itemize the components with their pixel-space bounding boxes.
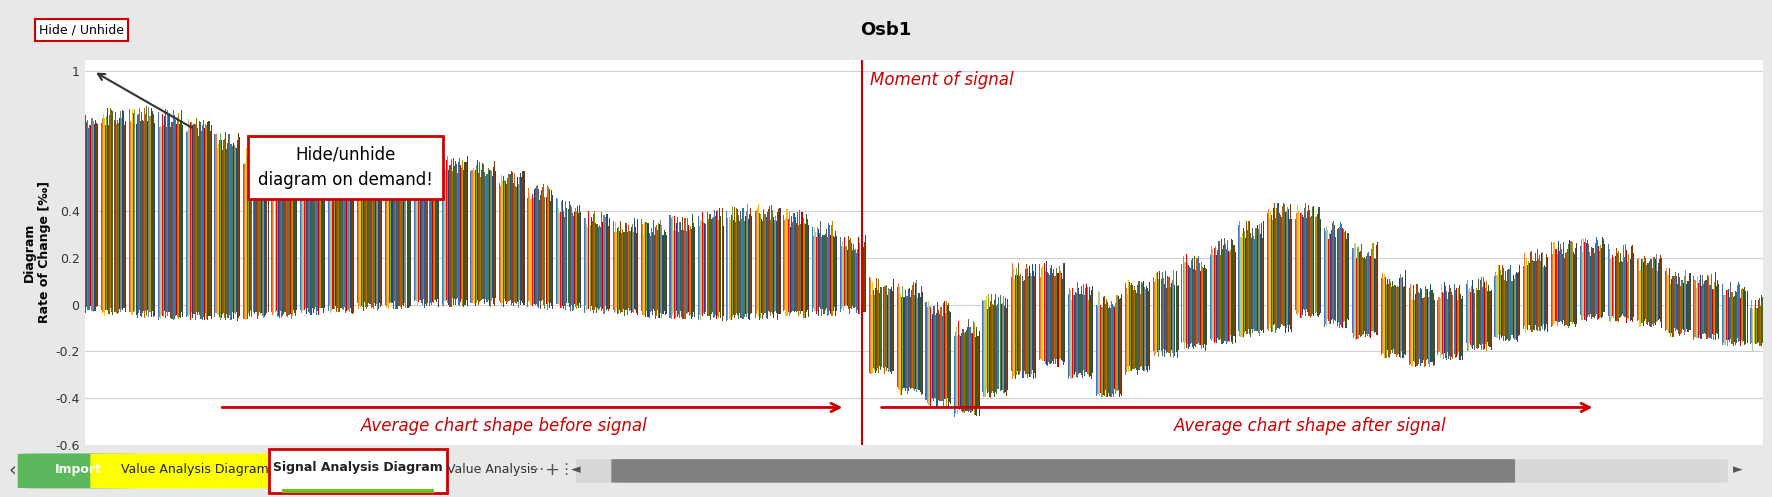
Text: Average chart shape after signal: Average chart shape after signal xyxy=(1173,417,1446,435)
Text: Osb1: Osb1 xyxy=(861,21,911,39)
FancyBboxPatch shape xyxy=(576,459,1728,483)
FancyBboxPatch shape xyxy=(269,449,447,493)
Text: Value Analysis: Value Analysis xyxy=(447,463,537,476)
Text: ⋮: ⋮ xyxy=(558,462,574,477)
FancyBboxPatch shape xyxy=(18,453,138,489)
FancyBboxPatch shape xyxy=(90,453,299,489)
FancyBboxPatch shape xyxy=(611,459,1515,483)
Text: Signal Analysis Diagram: Signal Analysis Diagram xyxy=(273,461,443,474)
Text: Moment of signal: Moment of signal xyxy=(870,71,1014,89)
Text: Value Analysis Diagram: Value Analysis Diagram xyxy=(120,463,269,476)
Text: ◄: ◄ xyxy=(571,463,579,476)
Text: Hide/unhide
diagram on demand!: Hide/unhide diagram on demand! xyxy=(257,146,432,189)
Text: ►: ► xyxy=(1733,463,1742,476)
Text: ‹: ‹ xyxy=(9,460,16,480)
Text: Import: Import xyxy=(55,463,101,476)
Text: Hide / Unhide: Hide / Unhide xyxy=(39,23,124,36)
Text: +: + xyxy=(544,461,558,479)
Text: ⋯: ⋯ xyxy=(528,462,544,477)
Text: Diagram
Rate of Change [‰]: Diagram Rate of Change [‰] xyxy=(23,181,51,323)
Text: Average chart shape before signal: Average chart shape before signal xyxy=(361,417,649,435)
Text: ›: › xyxy=(25,460,32,480)
